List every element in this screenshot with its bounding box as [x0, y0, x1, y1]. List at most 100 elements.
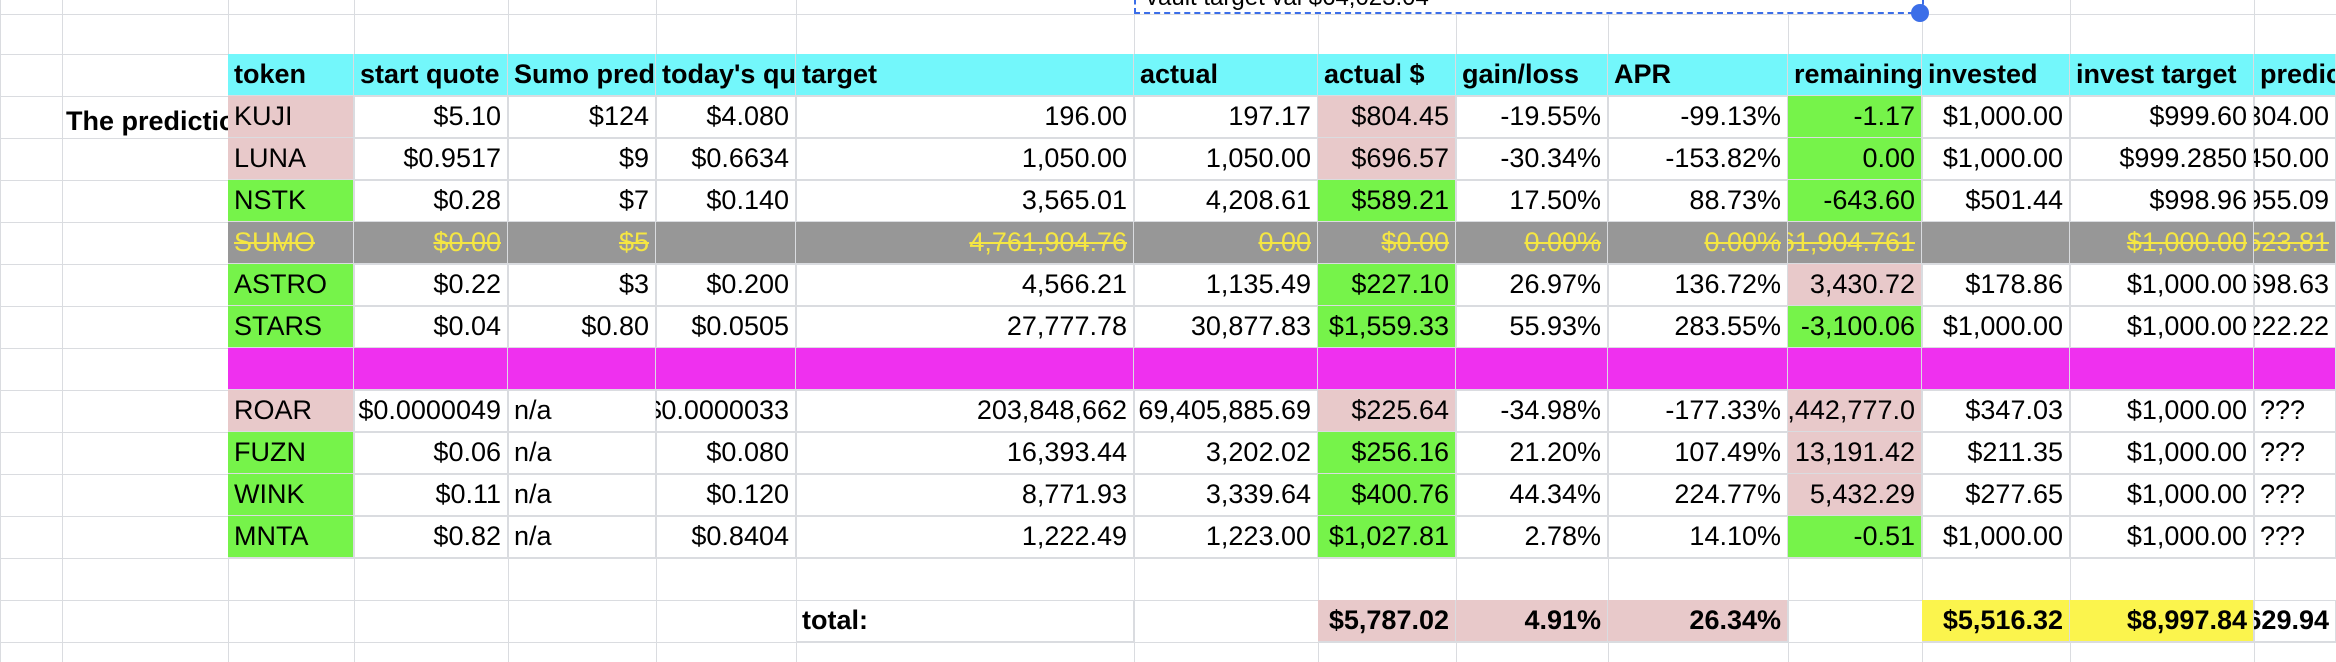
value-cell[interactable]: -19.55% — [1456, 96, 1608, 138]
value-cell[interactable]: $1,027.81 — [1318, 516, 1456, 558]
value-cell[interactable]: 1,222.49 — [796, 516, 1134, 558]
total-invest-target[interactable]: $8,997.84 — [2070, 600, 2254, 642]
value-cell[interactable]: $0.04 — [354, 306, 508, 348]
value-cell[interactable]: n/a — [508, 432, 656, 474]
value-cell[interactable]: 30,877.83 — [1134, 306, 1318, 348]
value-cell[interactable]: $1,000.00 — [2070, 264, 2254, 306]
value-cell[interactable]: -0.51 — [1788, 516, 1922, 558]
value-cell[interactable]: $0.120 — [656, 474, 796, 516]
value-cell[interactable]: $804.45 — [1318, 96, 1456, 138]
token-cell[interactable]: LUNA — [228, 138, 354, 180]
token-cell[interactable]: MNTA — [228, 516, 354, 558]
value-cell[interactable]: 1,050.00 — [1134, 138, 1318, 180]
value-cell[interactable]: $0.6634 — [656, 138, 796, 180]
token-cell[interactable]: KUJI — [228, 96, 354, 138]
column-header[interactable]: invest target — [2070, 54, 2254, 96]
value-cell[interactable]: -3,100.06 — [1788, 306, 1922, 348]
value-cell[interactable]: $1,000.00 — [1922, 96, 2070, 138]
separator-cell[interactable] — [1608, 348, 1788, 390]
separator-cell[interactable] — [354, 348, 508, 390]
token-cell[interactable]: NSTK — [228, 180, 354, 222]
value-cell[interactable]: $178.86 — [1922, 264, 2070, 306]
value-cell[interactable]: -1.17 — [1788, 96, 1922, 138]
separator-cell[interactable] — [656, 348, 796, 390]
value-cell[interactable]: $1,000.00 — [2070, 390, 2254, 432]
value-cell[interactable]: 1,135.49 — [1134, 264, 1318, 306]
token-cell[interactable]: SUMO — [228, 222, 354, 264]
value-cell[interactable]: $24,304.00 — [2254, 96, 2336, 138]
value-cell[interactable]: 17.50% — [1456, 180, 1608, 222]
column-header[interactable]: APR — [1608, 54, 1788, 96]
value-cell[interactable]: $23,809,523.81 — [2254, 222, 2336, 264]
value-cell[interactable]: 2.78% — [1456, 516, 1608, 558]
value-cell[interactable]: 1,050.00 — [796, 138, 1134, 180]
value-cell[interactable]: $1,000.00 — [2070, 474, 2254, 516]
value-cell[interactable]: 0.00% — [1456, 222, 1608, 264]
value-cell[interactable]: 107.49% — [1608, 432, 1788, 474]
value-cell[interactable]: 13,191.42 — [1788, 432, 1922, 474]
value-cell[interactable]: $0.22 — [354, 264, 508, 306]
value-cell[interactable]: 4,208.61 — [1134, 180, 1318, 222]
totals-label[interactable]: total: — [796, 600, 1134, 642]
value-cell[interactable]: 88.73% — [1608, 180, 1788, 222]
separator-cell[interactable] — [508, 348, 656, 390]
value-cell[interactable]: 4,566.21 — [796, 264, 1134, 306]
column-header[interactable]: remaining — [1788, 54, 1922, 96]
value-cell[interactable]: $211.35 — [1922, 432, 2070, 474]
value-cell[interactable]: 283.55% — [1608, 306, 1788, 348]
value-cell[interactable] — [656, 222, 796, 264]
value-cell[interactable]: $3 — [508, 264, 656, 306]
value-cell[interactable]: -177.33% — [1608, 390, 1788, 432]
value-cell[interactable]: $225.64 — [1318, 390, 1456, 432]
value-cell[interactable]: $227.10 — [1318, 264, 1456, 306]
value-cell[interactable]: 3,339.64 — [1134, 474, 1318, 516]
value-cell[interactable]: $1,559.33 — [1318, 306, 1456, 348]
total-apr[interactable]: 26.34% — [1608, 600, 1788, 642]
value-cell[interactable]: 16,393.44 — [796, 432, 1134, 474]
separator-cell[interactable] — [796, 348, 1134, 390]
token-cell[interactable]: WINK — [228, 474, 354, 516]
value-cell[interactable]: $0.82 — [354, 516, 508, 558]
total-prediction[interactable]: $94,629.94 — [2254, 600, 2336, 642]
value-cell[interactable]: $1,000.00 — [1922, 306, 2070, 348]
value-cell[interactable]: 5,432.29 — [1788, 474, 1922, 516]
value-cell[interactable]: $24,955.09 — [2254, 180, 2336, 222]
value-cell[interactable]: $999.2850 — [2070, 138, 2254, 180]
value-cell[interactable]: -643.60 — [1788, 180, 1922, 222]
value-cell[interactable]: 224.77% — [1608, 474, 1788, 516]
column-header[interactable]: start quote — [354, 54, 508, 96]
value-cell[interactable]: $0.00 — [354, 222, 508, 264]
column-header[interactable]: Sumo pred — [508, 54, 656, 96]
value-cell[interactable]: 14.10% — [1608, 516, 1788, 558]
value-cell[interactable]: $22,222.22 — [2254, 306, 2336, 348]
token-cell[interactable]: STARS — [228, 306, 354, 348]
value-cell[interactable]: $277.65 — [1922, 474, 2070, 516]
value-cell[interactable]: $5 — [508, 222, 656, 264]
separator-cell[interactable] — [1456, 348, 1608, 390]
value-cell[interactable]: $0.9517 — [354, 138, 508, 180]
token-cell[interactable]: ASTRO — [228, 264, 354, 306]
total-gain-loss[interactable]: 4.91% — [1456, 600, 1608, 642]
value-cell[interactable]: ??? — [2254, 390, 2336, 432]
value-cell[interactable]: $400.76 — [1318, 474, 1456, 516]
value-cell[interactable]: $9 — [508, 138, 656, 180]
value-cell[interactable]: $1,000.00 — [1922, 516, 2070, 558]
separator-cell[interactable] — [1318, 348, 1456, 390]
value-cell[interactable] — [1922, 222, 2070, 264]
value-cell[interactable]: $0.200 — [656, 264, 796, 306]
value-cell[interactable]: 27,777.78 — [796, 306, 1134, 348]
value-cell[interactable]: -99.13% — [1608, 96, 1788, 138]
value-cell[interactable]: $501.44 — [1922, 180, 2070, 222]
column-header[interactable]: actual $ — [1318, 54, 1456, 96]
value-cell[interactable]: $7 — [508, 180, 656, 222]
value-cell[interactable]: ??? — [2254, 516, 2336, 558]
column-header[interactable]: target — [796, 54, 1134, 96]
value-cell[interactable]: 3,430.72 — [1788, 264, 1922, 306]
total-invested[interactable]: $5,516.32 — [1922, 600, 2070, 642]
value-cell[interactable]: $0.11 — [354, 474, 508, 516]
value-cell[interactable]: 197.17 — [1134, 96, 1318, 138]
value-cell[interactable]: 55.93% — [1456, 306, 1608, 348]
value-cell[interactable]: $13,698.63 — [2254, 264, 2336, 306]
value-cell[interactable]: $696.57 — [1318, 138, 1456, 180]
value-cell[interactable]: $9,450.00 — [2254, 138, 2336, 180]
